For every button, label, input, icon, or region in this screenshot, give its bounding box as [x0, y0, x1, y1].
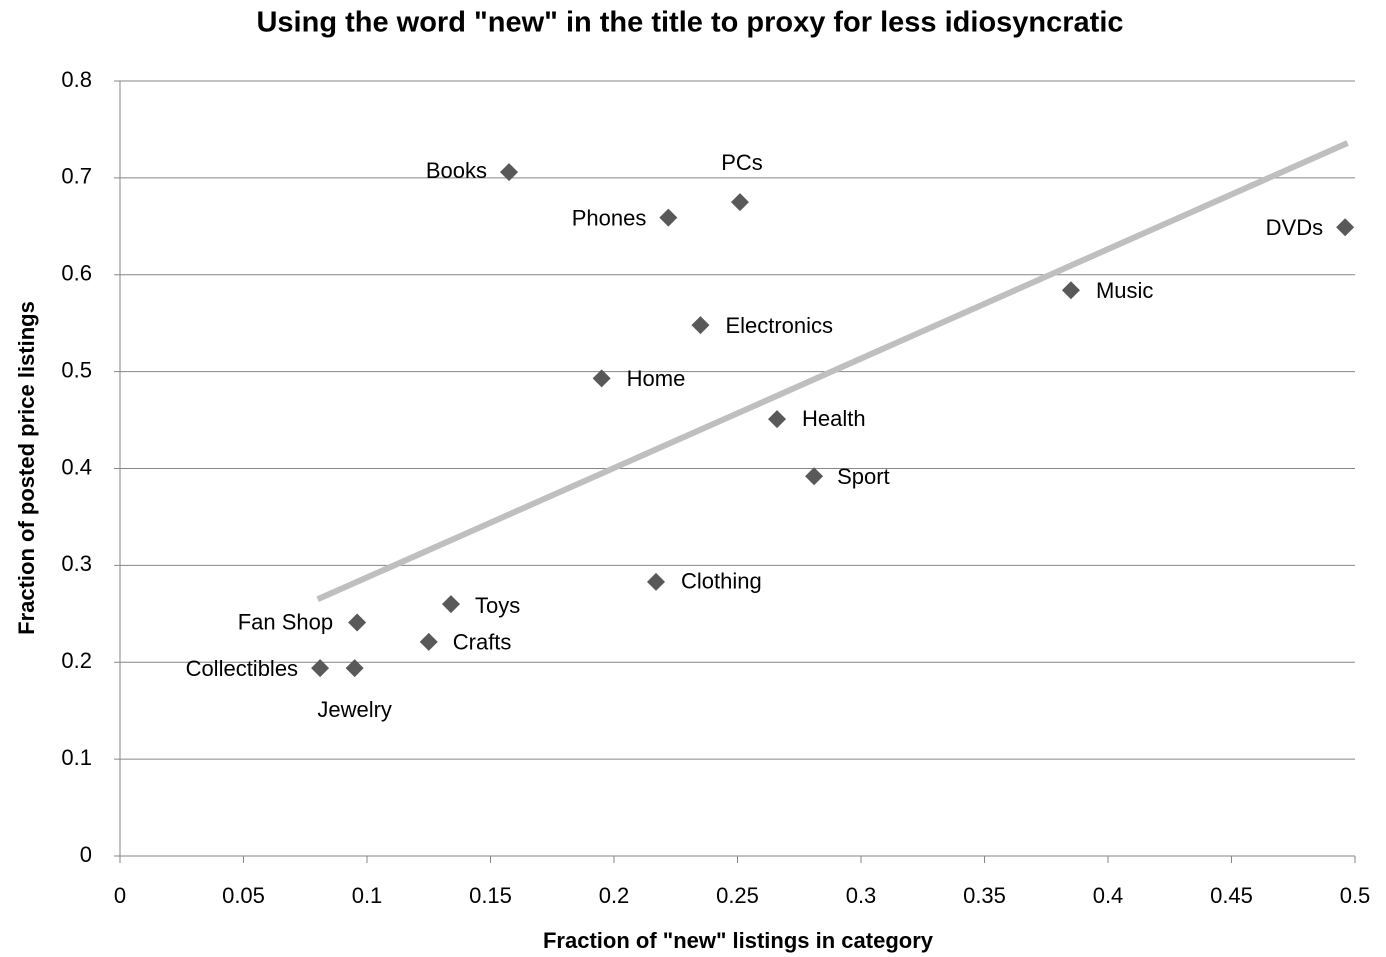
x-tick-label: 0.15 — [469, 883, 512, 908]
point-label: Fan Shop — [238, 609, 333, 634]
point-label: Crafts — [453, 630, 512, 655]
x-tick-label: 0.2 — [599, 883, 630, 908]
y-tick-label: 0.8 — [61, 67, 92, 92]
point — [691, 316, 710, 335]
point-label: Phones — [572, 205, 647, 230]
point — [348, 613, 367, 632]
x-tick-label: 0.3 — [846, 883, 877, 908]
point — [419, 632, 438, 651]
point — [805, 467, 824, 486]
point — [730, 193, 749, 212]
x-tick-label: 0.5 — [1340, 883, 1371, 908]
point-label: Sport — [837, 464, 890, 489]
point-label: Home — [627, 366, 686, 391]
x-axis-title: Fraction of "new" listings in category — [543, 928, 934, 953]
chart-title: Using the word "new" in the title to pro… — [256, 7, 1123, 39]
point — [659, 208, 678, 227]
y-tick-label: 0.4 — [61, 454, 92, 479]
x-tick-label: 0.1 — [352, 883, 383, 908]
point — [441, 595, 460, 614]
point-label: Collectibles — [186, 656, 299, 681]
x-tick-label: 0.35 — [963, 883, 1006, 908]
point — [500, 163, 519, 182]
point-label: PCs — [721, 150, 763, 175]
point-label: Electronics — [725, 313, 833, 338]
point-label: Music — [1096, 278, 1153, 303]
y-tick-label: 0.5 — [61, 357, 92, 382]
trendline — [316, 140, 1349, 603]
point — [768, 410, 787, 429]
point-label: Jewelry — [317, 697, 392, 722]
point — [592, 369, 611, 388]
x-tick-label: 0.4 — [1093, 883, 1124, 908]
point-label: Health — [802, 406, 866, 431]
y-tick-label: 0 — [80, 842, 92, 867]
x-tick-label: 0.25 — [716, 883, 759, 908]
x-tick-label: 0.45 — [1210, 883, 1253, 908]
point — [1061, 281, 1080, 300]
y-tick-label: 0.7 — [61, 164, 92, 189]
y-tick-label: 0.1 — [61, 745, 92, 770]
point-label: Books — [426, 158, 487, 183]
point — [1336, 218, 1355, 237]
x-tick-label: 0.05 — [222, 883, 265, 908]
x-tick-label: 0 — [114, 883, 126, 908]
y-tick-label: 0.6 — [61, 261, 92, 286]
point — [311, 659, 330, 678]
y-axis-title: Fraction of posted price listings — [14, 301, 39, 635]
point — [345, 659, 364, 678]
point-label: Toys — [475, 593, 520, 618]
y-tick-label: 0.3 — [61, 551, 92, 576]
point-label: Clothing — [681, 569, 762, 594]
y-tick-label: 0.2 — [61, 648, 92, 673]
point-label: DVDs — [1266, 215, 1323, 240]
point — [646, 572, 665, 591]
